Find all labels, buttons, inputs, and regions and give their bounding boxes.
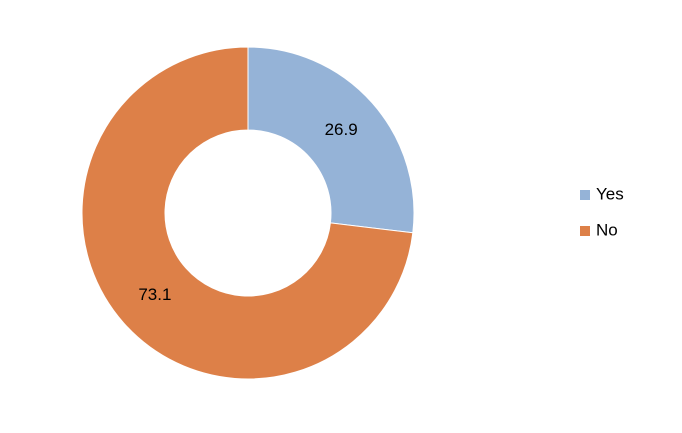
legend-label: Yes <box>596 184 624 203</box>
legend-swatch <box>580 190 590 200</box>
slice <box>247 46 415 234</box>
legend-label: No <box>596 220 618 239</box>
data-label: 26.9 <box>325 120 358 139</box>
slice <box>81 46 414 380</box>
legend-swatch <box>580 226 590 236</box>
data-label: 73.1 <box>138 285 171 304</box>
